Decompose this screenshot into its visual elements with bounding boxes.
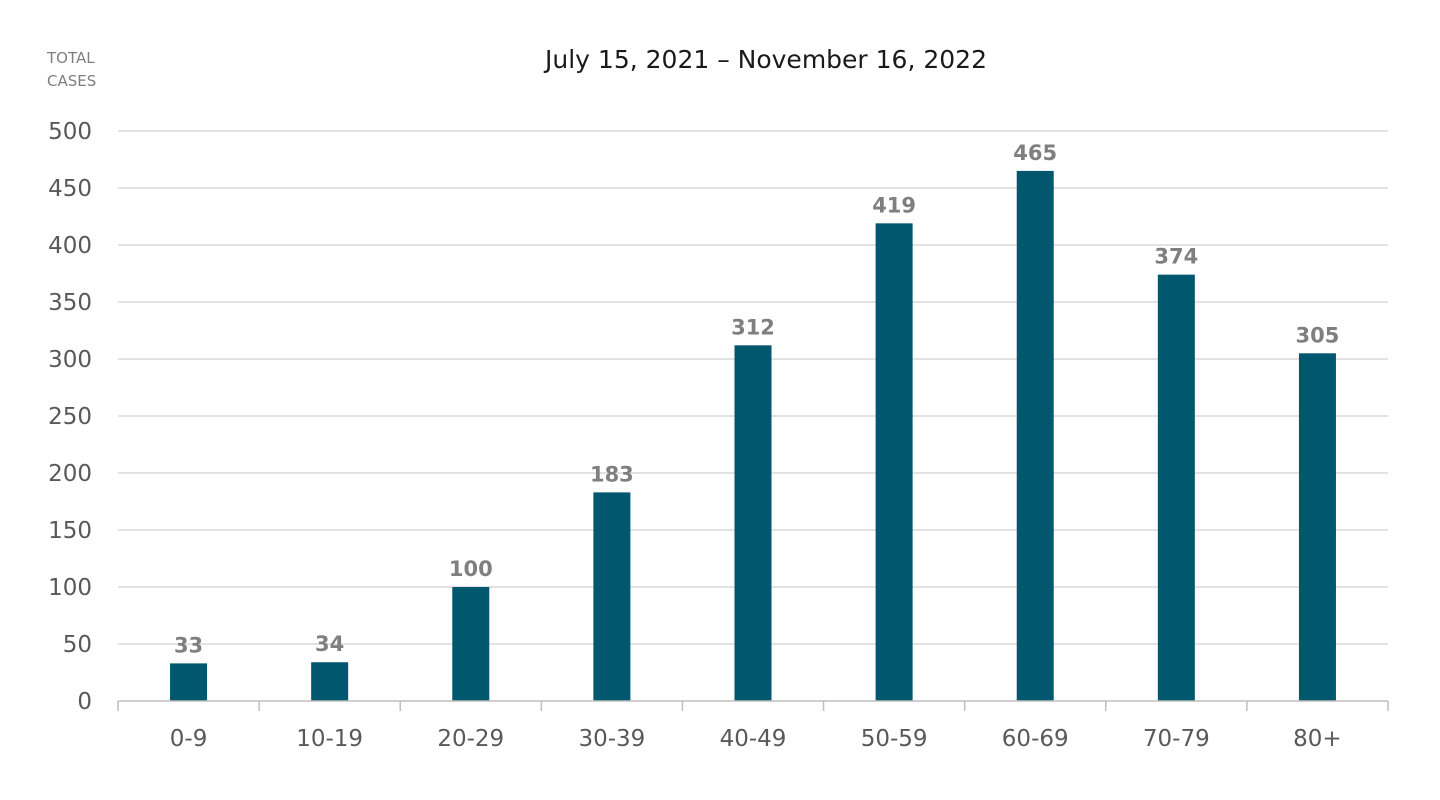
- y-tick-label: 500: [48, 119, 92, 145]
- bars: [170, 170, 1336, 701]
- bar-10-19: [311, 662, 349, 701]
- y-tick-label: 300: [48, 347, 92, 373]
- x-axis: [117, 700, 1389, 711]
- data-label-70-79: 374: [1154, 245, 1198, 269]
- x-tick-label-10-19: 10-19: [296, 726, 363, 752]
- y-tick-label: 150: [48, 518, 92, 544]
- y-axis-ticks: 0 50 100 150 200 250 300 350 400 450 500: [48, 119, 92, 715]
- y-tick-label: 200: [48, 461, 92, 487]
- y-tick-label: 400: [48, 233, 92, 259]
- bar-0-9: [170, 663, 208, 701]
- x-tick-label-70-79: 70-79: [1143, 726, 1210, 752]
- bar-70-79: [1157, 274, 1195, 701]
- x-tick-label-50-59: 50-59: [861, 726, 928, 752]
- x-tick-label-40-49: 40-49: [720, 726, 787, 752]
- x-axis-ticks: 0-9 10-19 20-29 30-39 40-49 50-59 60-69 70-79 80…: [170, 726, 1342, 752]
- y-tick-label: 0: [77, 689, 92, 715]
- data-label-40-49: 312: [731, 315, 775, 339]
- y-tick-label: 50: [63, 632, 92, 658]
- data-label-0-9: 33: [174, 633, 203, 657]
- data-label-50-59: 419: [872, 193, 916, 217]
- data-labels: 33 34 100 183 312 419 465 374 305: [174, 141, 1339, 657]
- x-tick-label-30-39: 30-39: [578, 726, 645, 752]
- x-tick-label-20-29: 20-29: [437, 726, 504, 752]
- bar-60-69: [1016, 170, 1054, 701]
- data-label-20-29: 100: [449, 557, 493, 581]
- y-axis-label-line-2: CASES: [47, 72, 96, 90]
- y-tick-label: 250: [48, 404, 92, 430]
- chart-title: July 15, 2021 – November 16, 2022: [543, 45, 987, 74]
- x-tick-label-0-9: 0-9: [170, 726, 208, 752]
- y-axis-label-line-1: TOTAL: [46, 49, 95, 67]
- data-label-30-39: 183: [590, 462, 634, 486]
- y-tick-label: 100: [48, 575, 92, 601]
- bar-80+: [1298, 353, 1336, 701]
- data-label-10-19: 34: [315, 632, 344, 656]
- x-tick-label-60-69: 60-69: [1002, 726, 1069, 752]
- data-label-80+: 305: [1296, 323, 1340, 347]
- x-tick-label-80+: 80+: [1293, 726, 1342, 752]
- bar-40-49: [734, 345, 772, 701]
- bar-50-59: [875, 223, 913, 701]
- bar-30-39: [593, 492, 631, 701]
- bar-20-29: [452, 587, 490, 701]
- y-tick-label: 450: [48, 176, 92, 202]
- data-label-60-69: 465: [1013, 141, 1057, 165]
- y-tick-label: 350: [48, 290, 92, 316]
